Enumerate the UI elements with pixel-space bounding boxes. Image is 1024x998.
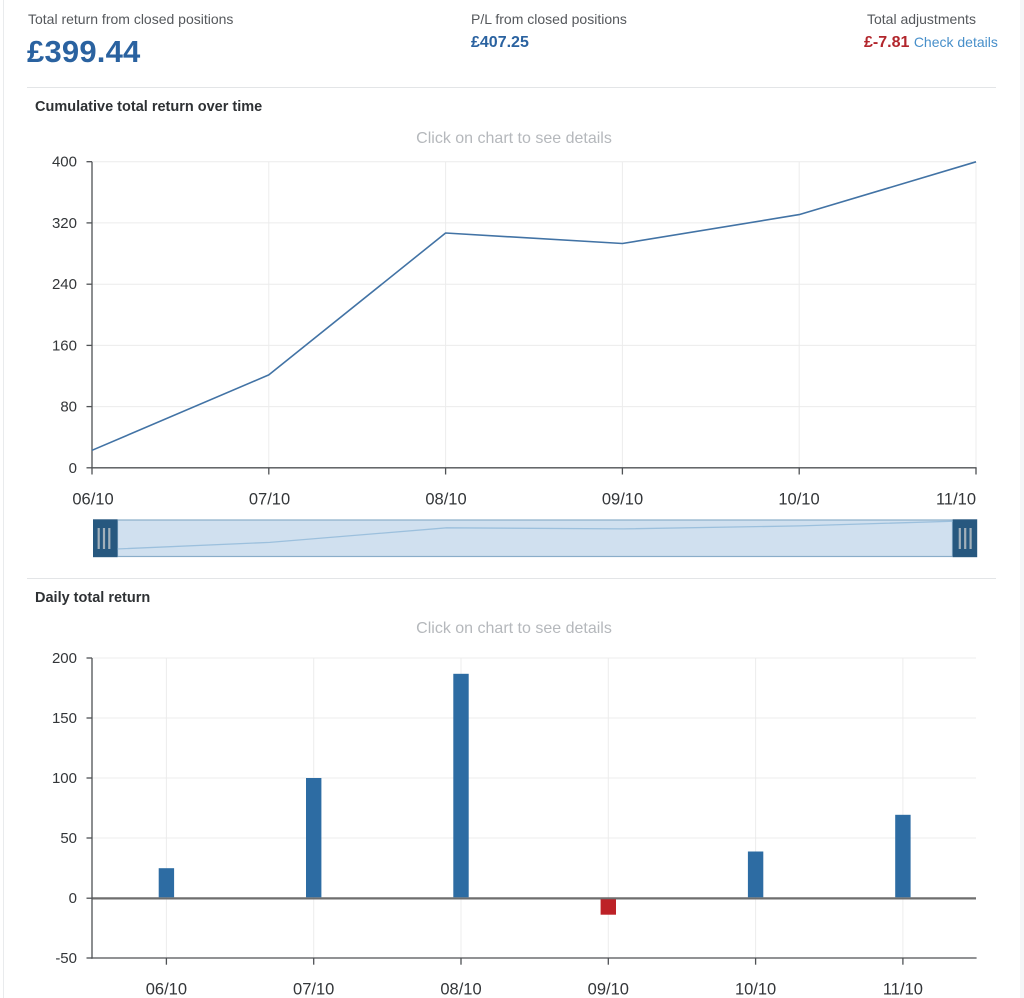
svg-text:10/10: 10/10 <box>735 981 776 998</box>
svg-text:0: 0 <box>69 890 77 907</box>
svg-text:320: 320 <box>52 215 77 232</box>
svg-text:06/10: 06/10 <box>146 981 187 998</box>
svg-text:09/10: 09/10 <box>602 491 643 509</box>
svg-text:200: 200 <box>52 650 77 667</box>
svg-text:11/10: 11/10 <box>883 981 923 998</box>
svg-text:08/10: 08/10 <box>440 981 481 998</box>
svg-text:100: 100 <box>52 770 77 787</box>
svg-text:06/10: 06/10 <box>72 491 113 509</box>
svg-text:07/10: 07/10 <box>249 491 290 509</box>
svg-text:09/10: 09/10 <box>588 981 629 998</box>
svg-text:07/10: 07/10 <box>293 981 334 998</box>
svg-text:80: 80 <box>60 399 77 416</box>
svg-text:10/10: 10/10 <box>778 491 819 509</box>
svg-text:08/10: 08/10 <box>425 491 466 509</box>
svg-text:240: 240 <box>52 276 77 293</box>
svg-text:150: 150 <box>52 710 77 727</box>
svg-text:0: 0 <box>69 460 77 477</box>
svg-text:50: 50 <box>60 830 77 847</box>
svg-text:11/10: 11/10 <box>936 491 976 509</box>
svg-text:-50: -50 <box>55 950 77 967</box>
svg-text:160: 160 <box>52 337 77 354</box>
svg-text:400: 400 <box>52 154 77 171</box>
